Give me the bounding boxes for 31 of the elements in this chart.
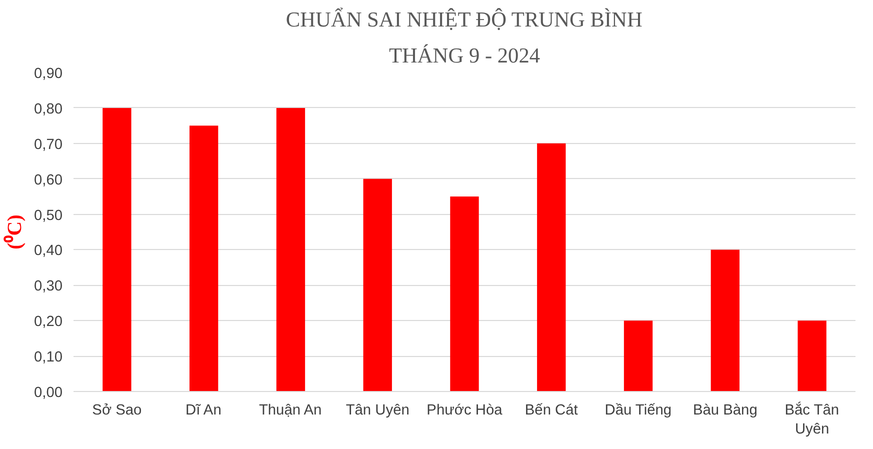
x-tick-label: Bàu Bàng <box>692 402 758 418</box>
bar <box>189 126 218 392</box>
bar <box>450 196 479 392</box>
y-tick-label: 0,50 <box>34 208 63 224</box>
y-tick-label: 0,90 <box>34 66 63 82</box>
x-tick-label: Thuận An <box>258 402 322 418</box>
x-tick-label: Bắc Tân Uyên <box>784 402 840 438</box>
bar <box>363 178 392 392</box>
y-tick-label: 0,10 <box>34 350 63 366</box>
y-tick-label: 0,60 <box>34 172 63 188</box>
y-tick-label: 0,40 <box>34 243 63 260</box>
bar <box>798 320 826 392</box>
y-tick-label: 0,00 <box>34 385 63 401</box>
x-tick-label: Phước Hòa <box>426 402 504 418</box>
chart-subtitle: THÁNG 9 - 2024 <box>388 44 540 68</box>
x-tick-label: Tân Uyên <box>346 402 410 418</box>
chart-title: CHUẨN SAI NHIỆT ĐỘ TRUNG BÌNH <box>286 8 642 32</box>
bar <box>624 320 653 392</box>
bar <box>710 250 740 392</box>
y-tick-label: 0,70 <box>34 136 63 153</box>
bar <box>102 108 132 392</box>
x-tick-label: Dầu Tiếng <box>604 402 672 418</box>
x-tick-label: Bến Cát <box>524 402 578 418</box>
y-axis-title: (⁰C) <box>2 214 26 250</box>
y-tick-label: 0,20 <box>34 314 63 330</box>
bar <box>276 108 306 392</box>
y-tick-label: 0,30 <box>34 278 63 295</box>
x-tick-label: Dĩ An <box>186 402 222 418</box>
bar <box>537 143 566 392</box>
x-tick-label: Sở Sao <box>92 402 142 418</box>
y-tick-label: 0,80 <box>34 101 63 118</box>
